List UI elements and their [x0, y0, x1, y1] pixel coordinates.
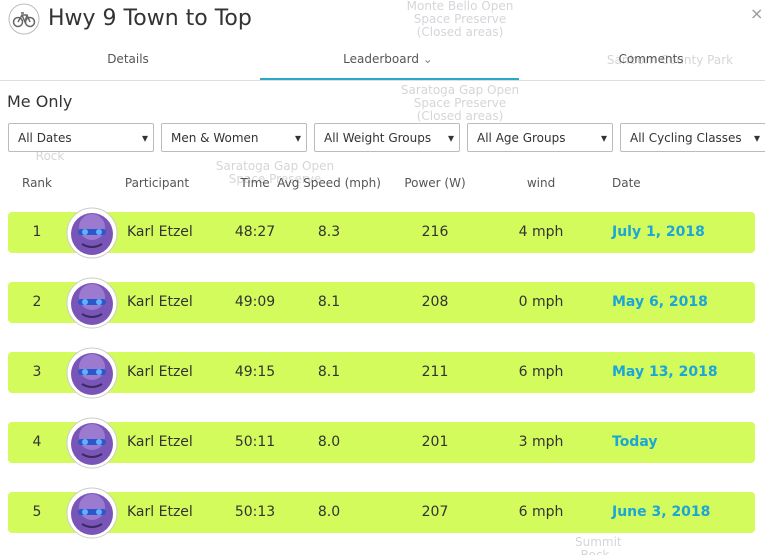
dropdown[interactable]: All Dates [8, 123, 154, 153]
leaderboard-row[interactable]: 4 Karl Etzel 50:11 8.0 201 3 mph Today [8, 417, 755, 469]
avatar [66, 347, 118, 399]
column-header: Rank [22, 176, 52, 190]
map-label: Monte Bello Open Space Preserve (Closed … [406, 0, 514, 39]
column-header: Date [612, 176, 641, 190]
cell: 49:15 [234, 364, 276, 380]
column-header: Power (W) [404, 176, 466, 190]
dropdown[interactable]: Men & Women [161, 123, 307, 153]
leaderboard-row[interactable]: 5 Karl Etzel 50:13 8.0 207 6 mph June 3, 2018 [8, 487, 755, 539]
divider [0, 80, 765, 81]
column-header: Avg Speed (mph) [277, 176, 381, 190]
tab-indicator [260, 78, 519, 80]
participant-name: Karl Etzel [127, 504, 193, 520]
dropdown[interactable]: All Age Groups [467, 123, 613, 153]
close-button[interactable]: × [750, 4, 764, 23]
cell: 6 mph [518, 504, 564, 520]
participant-name: Karl Etzel [127, 434, 193, 450]
column-header: Time [240, 176, 270, 190]
participant-name: Karl Etzel [127, 364, 193, 380]
dropdown[interactable]: All Cycling Classes [620, 123, 765, 153]
cell: 48:27 [234, 224, 276, 240]
dropdown[interactable]: All Weight Groups [314, 123, 460, 153]
map-label: Summit Rock [575, 535, 622, 555]
cell: 0 mph [518, 294, 564, 310]
cell: 1 [32, 224, 42, 240]
cell: 8.3 [317, 224, 341, 240]
avatar [66, 277, 118, 329]
cell: 50:11 [234, 434, 276, 450]
avatar [66, 417, 118, 469]
tab[interactable]: Leaderboard ⌄ [343, 52, 433, 66]
tab[interactable]: Details [107, 52, 149, 66]
cell: 6 mph [518, 364, 564, 380]
cell: 8.0 [317, 434, 341, 450]
leaderboard-row[interactable]: 2 Karl Etzel 49:09 8.1 208 0 mph May 6, 2018 [8, 277, 755, 329]
leaderboard-row[interactable]: 1 Karl Etzel 48:27 8.3 216 4 mph July 1, 2018 [8, 207, 755, 259]
title: Hwy 9 Town to Top [48, 6, 252, 31]
cell: 49:09 [234, 294, 276, 310]
avatar [66, 207, 118, 259]
cell: 4 [32, 434, 42, 450]
cell: 8.1 [317, 364, 341, 380]
bike-icon [8, 3, 40, 35]
map-label: Saratoga Gap Open Space Preserve [215, 159, 335, 186]
cell: 5 [32, 504, 42, 520]
tab-label: Leaderboard [343, 52, 419, 66]
cell: 50:13 [234, 504, 276, 520]
cell: 8.1 [317, 294, 341, 310]
cell: 3 [32, 364, 42, 380]
cell: 208 [421, 294, 449, 310]
avatar [66, 487, 118, 539]
filter-label: Me Only [7, 92, 73, 111]
date-link[interactable]: Today [612, 434, 658, 450]
cell: 201 [421, 434, 449, 450]
date-link[interactable]: June 3, 2018 [612, 504, 711, 520]
cell: 3 mph [518, 434, 564, 450]
column-header: wind [526, 176, 556, 190]
cell: 8.0 [317, 504, 341, 520]
column-header: Participant [124, 176, 190, 190]
cell: 207 [421, 504, 449, 520]
tab[interactable]: Comments [618, 52, 684, 66]
map-label: Saratoga Gap Open Space Preserve (Closed… [400, 83, 520, 123]
date-link[interactable]: May 6, 2018 [612, 294, 708, 310]
cell: 2 [32, 294, 42, 310]
date-link[interactable]: May 13, 2018 [612, 364, 718, 380]
leaderboard-row[interactable]: 3 Karl Etzel 49:15 8.1 211 6 mph May 13, 2018 [8, 347, 755, 399]
cell: 211 [421, 364, 449, 380]
cell: 216 [421, 224, 449, 240]
participant-name: Karl Etzel [127, 294, 193, 310]
participant-name: Karl Etzel [127, 224, 193, 240]
map-label: Sanborn County Park [606, 53, 734, 67]
date-link[interactable]: July 1, 2018 [612, 224, 705, 240]
cell: 4 mph [518, 224, 564, 240]
